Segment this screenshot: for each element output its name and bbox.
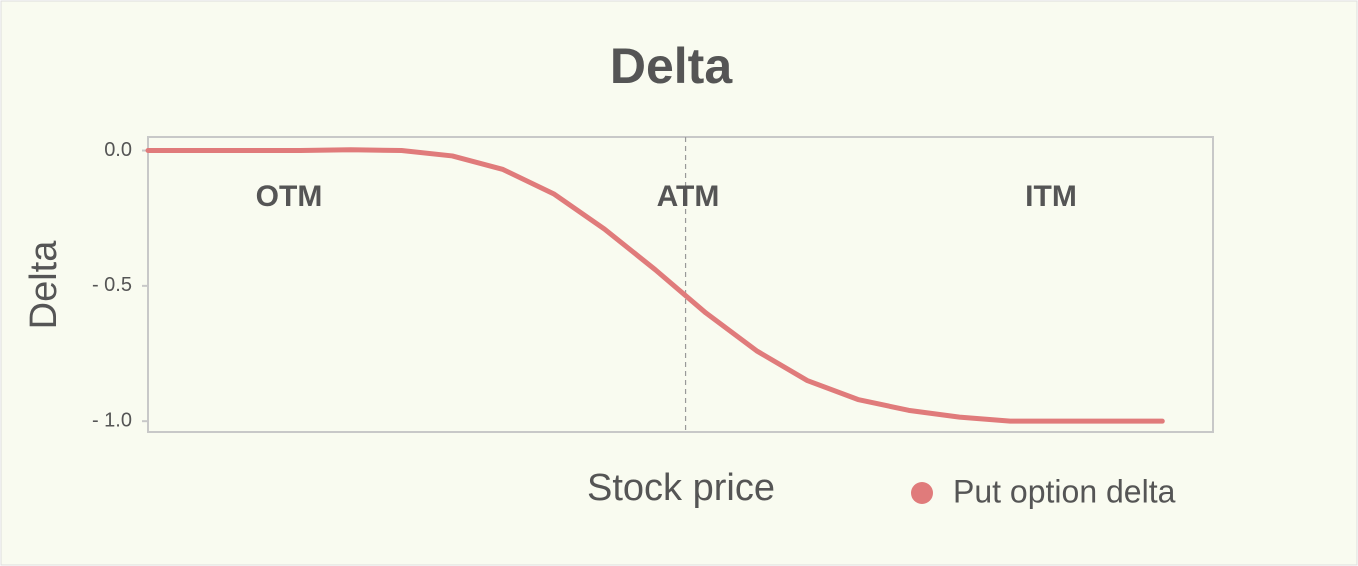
y-tick-label: 0.0 [104,139,132,161]
y-axis-label: Delta [23,240,65,330]
region-label: OTM [256,180,323,213]
region-label: ITM [1025,180,1077,213]
plot-frame [147,136,1214,433]
region-label: ATM [657,180,720,213]
legend-label: Put option delta [953,473,1176,509]
y-tick-label: - 1.0 [92,409,132,431]
x-axis-label: Stock price [587,467,775,509]
y-tick-label: - 0.5 [92,274,132,296]
chart-title: Delta [610,38,733,94]
data-line [145,147,1165,424]
legend-marker [911,482,933,504]
